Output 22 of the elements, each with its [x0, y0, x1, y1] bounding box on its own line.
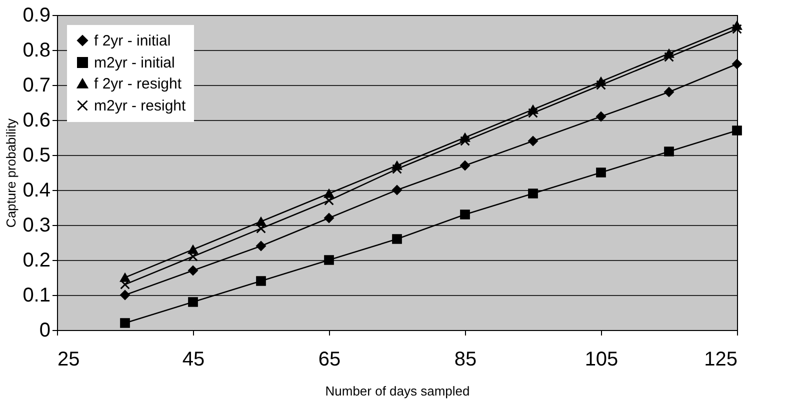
- y-tick-label: 0.9: [22, 4, 50, 26]
- y-tick-label: 0.5: [22, 144, 50, 166]
- x-tick-label: 25: [58, 348, 80, 370]
- y-tick-label: 0: [39, 320, 50, 342]
- y-tick-label: 0.4: [22, 180, 50, 202]
- x-tick-label: 125: [704, 348, 738, 370]
- y-axis-title: Capture probability: [4, 118, 19, 228]
- x-axis-title: Number of days sampled: [325, 384, 470, 398]
- x-tick-label: 105: [584, 348, 618, 370]
- y-tick-label: 0.1: [22, 284, 50, 306]
- legend-label: m2yr - resight: [94, 98, 187, 114]
- x-tick-label: 45: [182, 348, 205, 370]
- y-tick-label: 0.2: [22, 250, 50, 272]
- legend-label: f 2yr - resight: [94, 76, 182, 92]
- y-tick-label: 0.8: [22, 40, 50, 62]
- y-tick-label: 0.7: [22, 74, 50, 96]
- legend-label: f 2yr - initial: [94, 32, 171, 50]
- x-tick-label: 85: [454, 348, 477, 370]
- x-tick-label: 65: [318, 348, 341, 370]
- y-tick-label: 0.6: [22, 110, 50, 132]
- y-tick-label: 0.3: [22, 214, 50, 236]
- legend-label: m2yr - initial: [94, 54, 175, 72]
